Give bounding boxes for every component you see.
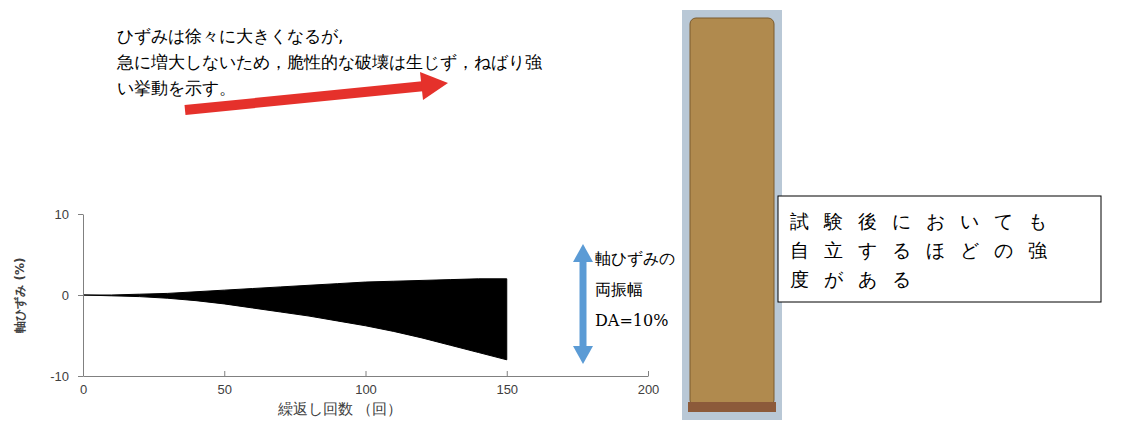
x-tick: 100: [355, 371, 377, 397]
trend-arrow-head: [420, 72, 448, 100]
note-text: 自立するほどの強: [790, 239, 1062, 261]
y-tick-mark: [78, 214, 83, 215]
x-axis-title: 繰返し回数 （回）: [277, 400, 403, 418]
y-tick-mark: [78, 376, 83, 377]
amplitude-arrow: [573, 244, 593, 364]
specimen-body: [690, 18, 774, 406]
note-box: [778, 196, 1101, 302]
x-tick-label: 150: [496, 382, 518, 397]
annotation-text: ひずみは徐々に大きくなるが,: [117, 26, 343, 46]
x-tick-mark: [366, 371, 367, 376]
amplitude-arrow-head: [573, 244, 593, 262]
y-tick: 0: [62, 288, 83, 303]
annotation-text: い挙動を示す。: [117, 78, 236, 98]
y-tick-label: 0: [62, 288, 69, 303]
amplitude-label: 軸ひずみの: [595, 249, 675, 268]
x-tick-mark: [648, 371, 649, 376]
x-axis: 0 50 100 150 200: [80, 371, 659, 397]
x-tick-label: 0: [80, 382, 87, 397]
chart: 0 50 100 150 200 -10 0 10 繰返し回数 （回） 軸ひずみ (%) ひずみは徐…: [0, 0, 1123, 429]
note-text: 試験後においても: [790, 210, 1062, 232]
x-tick-mark: [507, 371, 508, 376]
strain-band: [83, 279, 507, 360]
y-tick-label: -10: [50, 369, 69, 384]
x-tick: 150: [496, 371, 518, 397]
photo-background: [682, 10, 782, 420]
amplitude-arrow-shaft: [580, 258, 587, 350]
x-tick-label: 50: [218, 382, 232, 397]
x-tick-mark: [224, 371, 225, 376]
specimen-photo: [682, 10, 782, 420]
specimen-base: [688, 402, 776, 412]
y-tick-label: 10: [55, 207, 69, 222]
x-tick: 200: [638, 371, 660, 397]
x-tick: 50: [218, 371, 232, 397]
amplitude-label: DA=10%: [595, 311, 668, 330]
x-axis-line: [84, 376, 649, 377]
amplitude-label: 両振幅: [595, 280, 643, 299]
x-tick-label: 100: [355, 382, 377, 397]
y-axis-line: [83, 215, 84, 377]
y-tick-mark: [78, 295, 83, 296]
annotation-text: 急に増大しないため，脆性的な破壊は生じず，ねばり強: [116, 52, 542, 72]
plot-area: [83, 279, 507, 360]
x-tick-label: 200: [638, 382, 660, 397]
y-tick: 10: [55, 207, 83, 222]
y-axis: -10 0 10: [50, 207, 83, 384]
note-text: 度がある: [790, 268, 926, 290]
y-axis-title: 軸ひずみ (%): [13, 257, 27, 333]
y-tick: -10: [50, 369, 83, 384]
amplitude-arrow-head: [573, 346, 593, 364]
